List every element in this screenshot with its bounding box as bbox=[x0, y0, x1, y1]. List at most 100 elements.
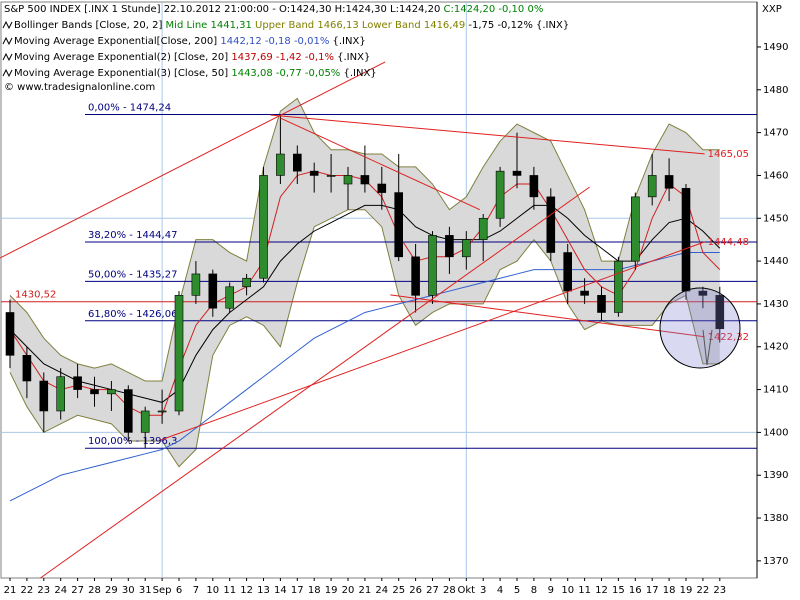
band-fill bbox=[10, 98, 720, 467]
x-tick-label: 24 bbox=[54, 585, 67, 596]
x-tick-label: 27 bbox=[426, 585, 439, 596]
corner-label: XXP bbox=[762, 4, 782, 15]
x-tick-label: 20 bbox=[342, 585, 355, 596]
x-tick-label: 23 bbox=[713, 585, 726, 596]
candle-body bbox=[495, 170, 505, 219]
legend-entry: Moving Average Exponential[Close, 200] 1… bbox=[14, 36, 366, 47]
candle-body bbox=[563, 252, 573, 292]
x-tick-label: Okt bbox=[458, 585, 476, 596]
candle-body bbox=[698, 290, 708, 296]
x-tick-label: 24 bbox=[375, 585, 388, 596]
candle-body bbox=[140, 410, 150, 433]
y-tick-label: 1450 bbox=[763, 213, 788, 224]
candle-body bbox=[276, 153, 285, 176]
candle-body bbox=[39, 380, 49, 412]
x-tick-label: 7 bbox=[193, 585, 199, 596]
candle-body bbox=[208, 273, 218, 309]
x-tick-label: 3 bbox=[480, 585, 486, 596]
y-tick-label: 1400 bbox=[763, 427, 788, 438]
x-tick-label: 19 bbox=[680, 585, 693, 596]
x-tick-label: 21 bbox=[359, 585, 372, 596]
x-tick-label: 26 bbox=[409, 585, 422, 596]
candle-body bbox=[242, 277, 251, 288]
legend-entry: Bollinger Bands [Close, 20, 2] Mid Line … bbox=[14, 20, 569, 31]
x-tick-label: 14 bbox=[274, 585, 287, 596]
x-tick-label: 5 bbox=[514, 585, 520, 596]
level-label: 38,20% - 1444,47 bbox=[88, 230, 177, 241]
legend-segment: 1437,69 -1,42 -0,1% bbox=[231, 52, 337, 63]
legend-segment: {.INX} bbox=[333, 36, 366, 47]
ema-line bbox=[9, 252, 720, 502]
candle-body bbox=[225, 286, 234, 309]
trendline bbox=[160, 241, 705, 441]
candle-body bbox=[343, 175, 353, 185]
legend-entry: Moving Average Exponential(3) [Close, 50… bbox=[14, 68, 377, 79]
legend-entry: S&P 500 INDEX [.INX 1 Stunde] 22.10.2012… bbox=[4, 4, 543, 15]
legend-segment: S&P 500 INDEX [.INX 1 Stunde] 22.10.2012… bbox=[4, 4, 444, 15]
x-tick-label: 19 bbox=[325, 585, 338, 596]
legend-segment: 1443,08 -0,77 -0,05% bbox=[231, 68, 343, 79]
x-tick-label: 17 bbox=[291, 585, 304, 596]
legend-segment: Mid Line 1441,31 bbox=[166, 20, 255, 31]
highlight-circle bbox=[659, 287, 741, 369]
x-tick-label: 30 bbox=[122, 585, 135, 596]
trendline-label: 1465,05 bbox=[708, 149, 749, 160]
x-tick-label: 17 bbox=[646, 585, 659, 596]
y-tick-label: 1440 bbox=[763, 256, 788, 267]
header: S&P 500 INDEX [.INX 1 Stunde] 22.10.2012… bbox=[2, 4, 569, 79]
candle-body bbox=[292, 153, 302, 172]
candle-body bbox=[445, 235, 454, 258]
x-tick-label: 22 bbox=[697, 585, 710, 596]
candle-body bbox=[5, 312, 15, 356]
y-tick-label: 1390 bbox=[763, 470, 788, 481]
candle-body bbox=[90, 389, 99, 395]
legend-entry: Moving Average Exponential(2) [Close, 20… bbox=[14, 52, 370, 63]
candle-body bbox=[647, 175, 657, 198]
x-tick-label: 8 bbox=[531, 585, 537, 596]
candle-body bbox=[478, 217, 488, 240]
trendline bbox=[0, 61, 386, 259]
legend-segment: {.INX} bbox=[337, 52, 370, 63]
x-tick-label: 10 bbox=[561, 585, 574, 596]
y-tick-label: 1480 bbox=[763, 85, 788, 96]
x-tick-label: 11 bbox=[223, 585, 236, 596]
candle-body bbox=[394, 192, 404, 258]
level-label: 0,00% - 1474,24 bbox=[88, 102, 171, 113]
x-tick-label: 11 bbox=[578, 585, 591, 596]
x-tick-label: 28 bbox=[88, 585, 101, 596]
legend-icon bbox=[2, 68, 13, 78]
level-label: 50,00% - 1435,27 bbox=[88, 269, 177, 280]
x-tick-label: 27 bbox=[71, 585, 84, 596]
level-label: 1430,52 bbox=[15, 290, 56, 301]
candle-body bbox=[157, 410, 167, 413]
candle-body bbox=[360, 175, 370, 185]
layers: 1370138013901400141014201430144014501460… bbox=[0, 2, 788, 596]
candle-body bbox=[664, 175, 674, 189]
y-tick-label: 1370 bbox=[763, 556, 788, 567]
trendline bbox=[40, 186, 590, 579]
x-tick-label: Sep bbox=[153, 585, 172, 596]
x-tick-label: 10 bbox=[206, 585, 219, 596]
legend-segment: 1442,12 -0,18 -0,01% bbox=[220, 36, 332, 47]
candle-body bbox=[377, 183, 387, 193]
x-tick-label: 15 bbox=[612, 585, 625, 596]
candle-body bbox=[191, 273, 201, 296]
copyright: © www.tradesignalonline.com bbox=[4, 82, 155, 93]
candle-body bbox=[461, 239, 471, 258]
legend-icon bbox=[2, 52, 13, 62]
x-tick-label: 4 bbox=[497, 585, 503, 596]
candle-body bbox=[124, 389, 133, 433]
candle-body bbox=[681, 187, 691, 292]
legend-segment: Bollinger Bands [Close, 20, 2] bbox=[14, 20, 166, 31]
candle-body bbox=[22, 355, 32, 382]
x-tick-label: 29 bbox=[105, 585, 118, 596]
x-tick-label: 12 bbox=[595, 585, 608, 596]
x-tick-label: 31 bbox=[139, 585, 152, 596]
y-tick-label: 1380 bbox=[763, 513, 788, 524]
candle-body bbox=[174, 295, 184, 412]
candle-body bbox=[259, 175, 268, 279]
x-tick-label: 13 bbox=[257, 585, 270, 596]
trendline-label: 1444,48 bbox=[708, 237, 749, 248]
y-tick-label: 1410 bbox=[763, 385, 788, 396]
x-tick-label: 25 bbox=[392, 585, 405, 596]
